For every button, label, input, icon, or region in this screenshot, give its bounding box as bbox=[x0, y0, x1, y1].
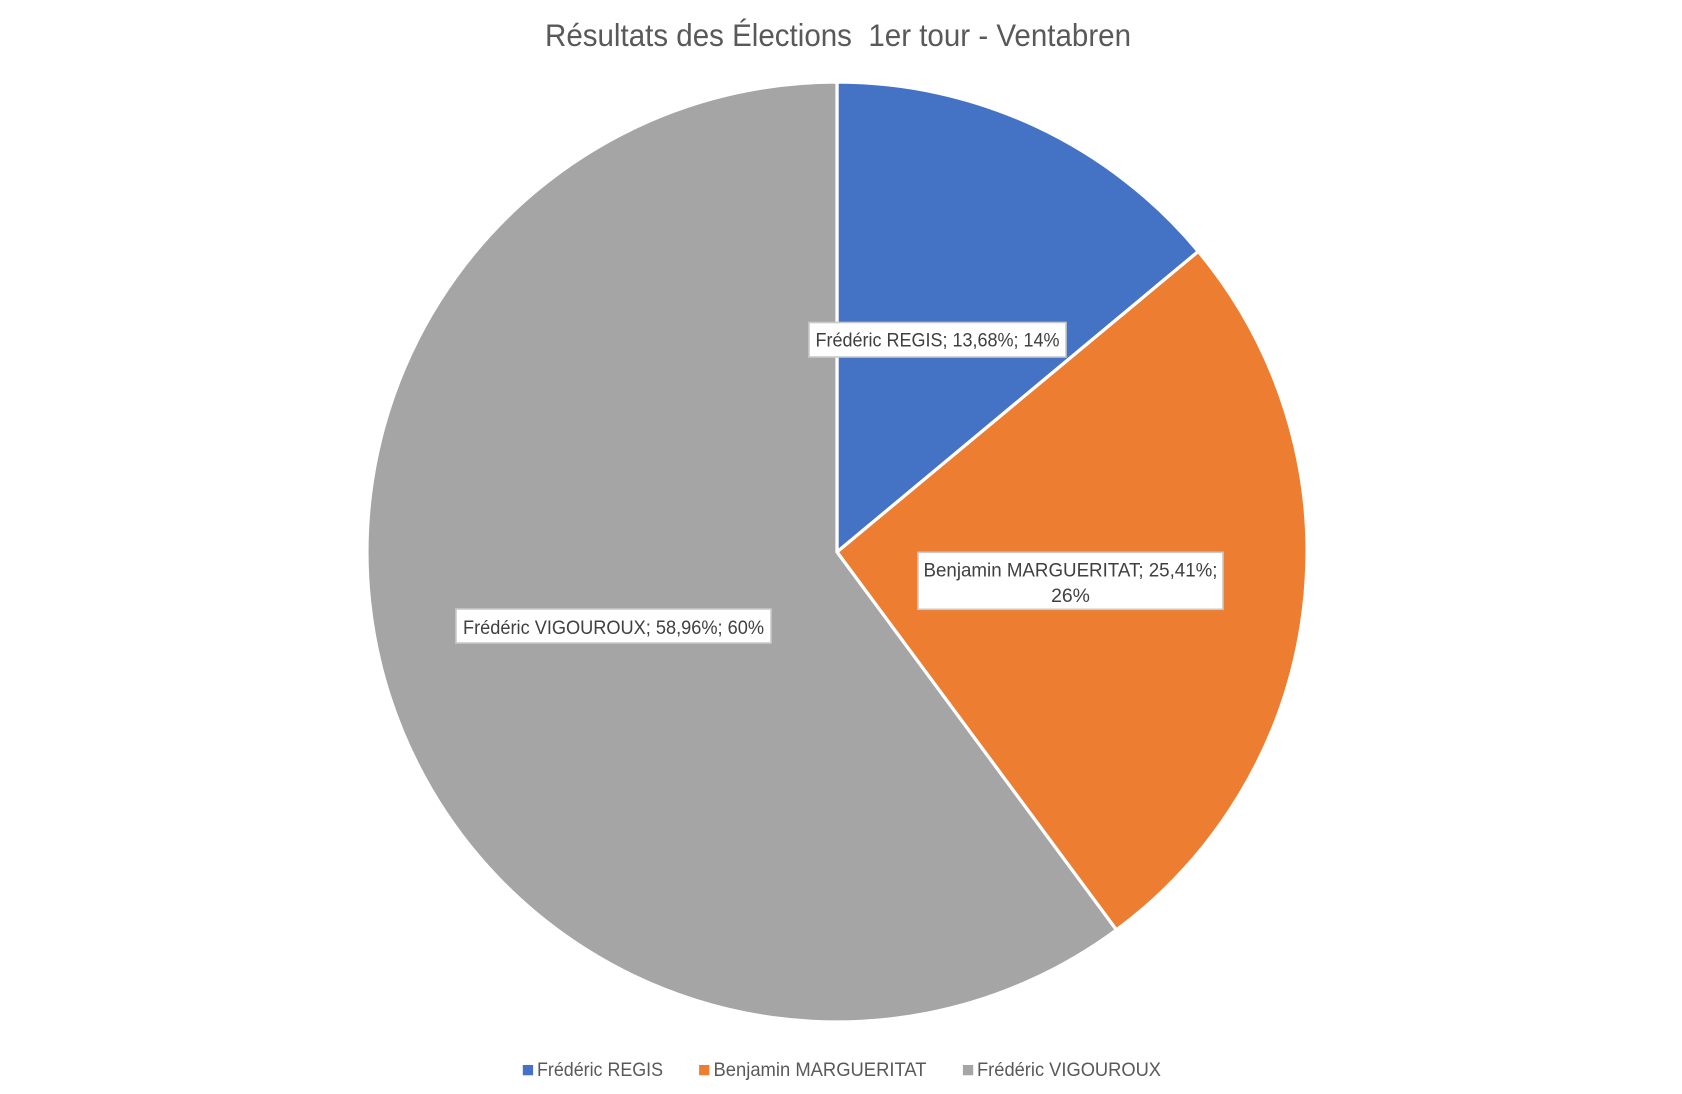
svg-text:Frédéric VIGOUROUX; 58,96%; 60: Frédéric VIGOUROUX; 58,96%; 60% bbox=[463, 617, 764, 639]
svg-text:Benjamin MARGUERITAT; 25,41%;: Benjamin MARGUERITAT; 25,41%; bbox=[924, 559, 1218, 581]
svg-text:Résultats des Élections 1er t: Résultats des Élections 1er tour - Venta… bbox=[545, 17, 1131, 53]
svg-text:Frédéric VIGOUROUX: Frédéric VIGOUROUX bbox=[977, 1059, 1161, 1081]
svg-text:Frédéric REGIS; 13,68%; 14%: Frédéric REGIS; 13,68%; 14% bbox=[816, 329, 1060, 351]
svg-text:Frédéric REGIS: Frédéric REGIS bbox=[537, 1059, 663, 1081]
svg-text:26%: 26% bbox=[1051, 585, 1090, 607]
svg-text:Benjamin MARGUERITAT: Benjamin MARGUERITAT bbox=[714, 1059, 927, 1081]
